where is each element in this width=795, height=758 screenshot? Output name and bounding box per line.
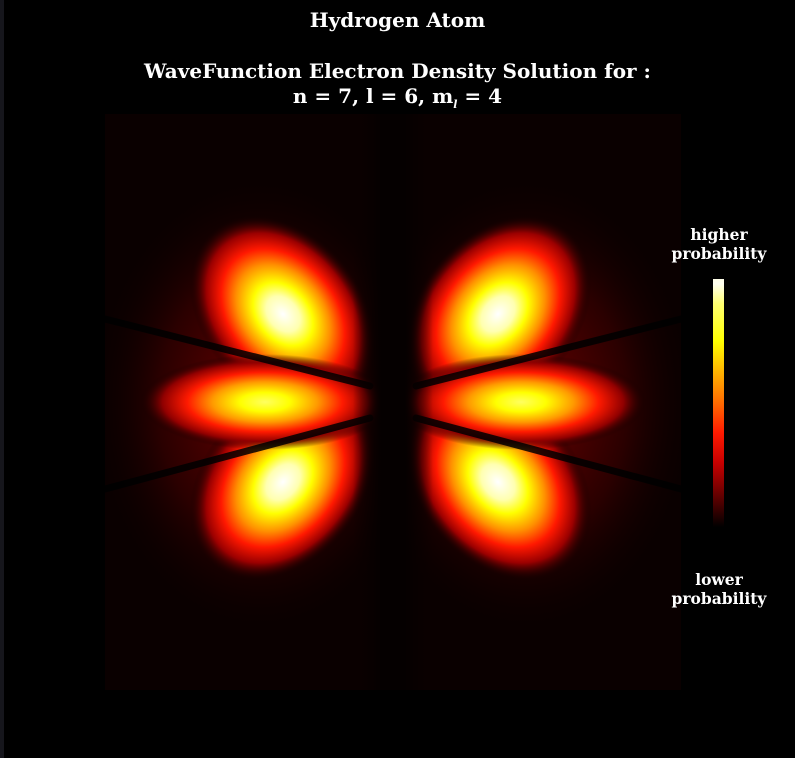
quantum-m-subscript: l [453,98,458,111]
colorbar-higher-line2: probability [671,244,767,263]
colorbar-lower-line2: probability [671,589,767,608]
subtitle-line: WaveFunction Electron Density Solution f… [144,59,651,83]
colorbar-lower-line1: lower [695,570,743,589]
window-left-edge [0,0,4,758]
quantum-m-value: = 4 [457,84,503,108]
colorbar-lower-label: lower probability [659,570,779,608]
figure-subtitle: WaveFunction Electron Density Solution f… [0,59,795,117]
quantum-n-l-m: n = 7, l = 6, m [292,84,454,108]
node-lines [105,315,681,493]
lobe-middle-left [140,354,390,450]
quantum-numbers: n = 7, l = 6, ml = 4 [0,84,795,117]
central-node [353,114,433,690]
density-plot [105,114,681,690]
figure-title: Hydrogen Atom [309,8,486,32]
colorbar-higher-label: higher probability [659,225,779,263]
density-image [105,114,681,690]
lobe-middle-right [396,354,646,450]
colorbar-higher-line1: higher [690,225,748,244]
colorbar [713,279,724,527]
